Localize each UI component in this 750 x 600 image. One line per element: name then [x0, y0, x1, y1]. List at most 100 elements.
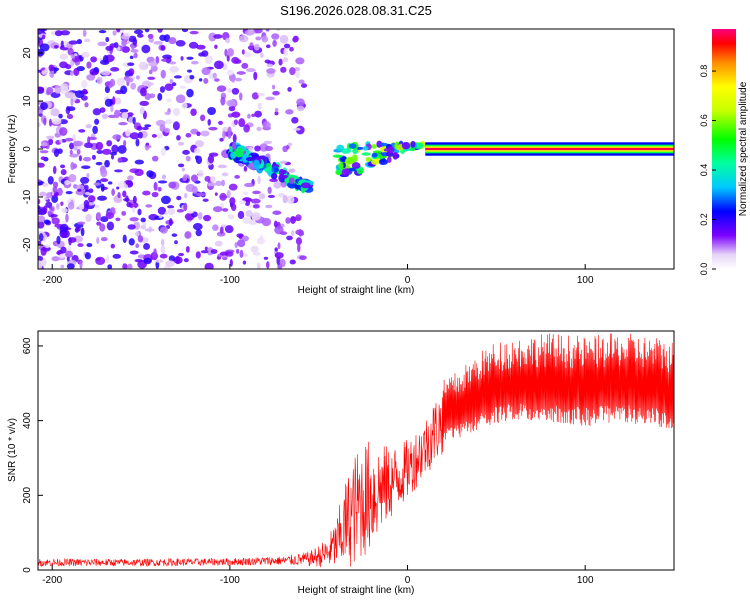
heatmap-noise-cell [238, 35, 249, 43]
heatmap-noise-cell [123, 139, 127, 147]
heatmap-noise-cell [122, 190, 127, 198]
heatmap-noise-cell [184, 231, 191, 239]
heatmap-noise-cell [59, 119, 68, 125]
heatmap-noise-cell [94, 204, 100, 209]
heatmap-noise-cell [110, 67, 120, 72]
heatmap-noise-cell [161, 174, 167, 180]
heatmap-noise-cell [67, 47, 74, 56]
heatmap-noise-cell [151, 134, 157, 138]
heatmap-noise-cell [82, 156, 92, 162]
heatmap-noise-cell [60, 246, 67, 254]
heatmap-noise-cell [53, 44, 59, 49]
heatmap-noise-cell [267, 186, 272, 194]
heatmap-noise-cell [99, 223, 106, 232]
heatmap-noise-cell [47, 210, 53, 216]
heatmap-noise-cell [40, 156, 46, 161]
heatmap-noise-cell [239, 249, 244, 258]
heatmap-noise-cell [135, 138, 140, 147]
spectrogram-y-label: Frequency (Hz) [7, 115, 18, 184]
heatmap-noise-cell [279, 160, 288, 164]
heatmap-noise-cell [130, 82, 137, 90]
heatmap-noise-cell [146, 170, 154, 178]
heatmap-noise-cell [100, 183, 105, 192]
heatmap-noise-cell [121, 112, 129, 120]
heatmap-noise-cell [57, 148, 63, 154]
heatmap-noise-cell [257, 92, 265, 96]
heatmap-noise-cell [143, 243, 151, 250]
heatmap-noise-cell [127, 62, 135, 67]
heatmap-noise-cell [153, 181, 158, 191]
heatmap-noise-cell [42, 182, 49, 188]
heatmap-noise-cell [278, 58, 283, 66]
heatmap-chirp-cell [245, 156, 255, 162]
heatmap-noise-cell [212, 72, 217, 79]
heatmap-noise-cell [224, 251, 234, 257]
heatmap-noise-cell [177, 141, 185, 146]
heatmap-noise-cell [186, 56, 194, 60]
heatmap-noise-cell [106, 140, 113, 147]
heatmap-noise-cell [72, 140, 83, 147]
heatmap-noise-cell [231, 87, 240, 95]
heatmap-noise-cell [54, 85, 62, 94]
heatmap-noise-cell [134, 168, 144, 177]
heatmap-noise-cell [160, 245, 166, 254]
heatmap-carrier-band-3 [425, 147, 674, 151]
heatmap-noise-cell [69, 142, 74, 150]
heatmap-noise-cell [168, 218, 173, 227]
heatmap-mode-cell [392, 151, 398, 160]
heatmap-noise-cell [282, 57, 289, 63]
heatmap-noise-cell [226, 47, 234, 57]
heatmap-noise-cell [78, 203, 85, 210]
heatmap-mode-cell [362, 146, 369, 151]
heatmap-noise-cell [105, 254, 110, 264]
heatmap-noise-cell [228, 105, 236, 112]
heatmap-noise-cell [233, 119, 238, 126]
heatmap-noise-cell [38, 39, 41, 44]
heatmap-noise-cell [286, 144, 290, 150]
heatmap-noise-cell [110, 243, 115, 249]
heatmap-noise-cell [137, 235, 144, 243]
heatmap-noise-cell [125, 129, 131, 137]
heatmap-chirp-cell [270, 172, 278, 180]
heatmap-noise-cell [184, 192, 188, 199]
heatmap-noise-cell [251, 113, 256, 118]
heatmap-noise-cell [38, 215, 46, 223]
y-tick-label: 20 [22, 47, 33, 59]
heatmap-noise-cell [185, 133, 192, 138]
heatmap-noise-cell [67, 201, 75, 210]
heatmap-noise-cell [110, 151, 117, 156]
heatmap-noise-cell [135, 243, 140, 249]
heatmap-noise-cell [254, 110, 262, 118]
y-tick-label: -10 [22, 189, 33, 204]
heatmap-noise-cell [241, 62, 249, 69]
heatmap-noise-cell [105, 36, 110, 43]
heatmap-noise-cell [127, 175, 134, 181]
heatmap-noise-cell [189, 30, 199, 35]
heatmap-noise-cell [85, 213, 92, 222]
heatmap-noise-cell [112, 253, 121, 259]
heatmap-noise-cell [59, 223, 69, 232]
heatmap-noise-cell [272, 39, 277, 47]
heatmap-chirp-cell [232, 141, 237, 151]
heatmap-noise-cell [133, 29, 144, 35]
heatmap-noise-cell [92, 108, 102, 116]
heatmap-noise-cell [65, 213, 69, 223]
heatmap-noise-cell [203, 214, 212, 222]
heatmap-noise-cell [159, 34, 167, 41]
heatmap-noise-cell [251, 211, 261, 221]
heatmap-noise-cell [212, 224, 219, 231]
heatmap-noise-cell [47, 175, 54, 185]
heatmap-noise-cell [265, 44, 271, 49]
heatmap-noise-cell [125, 77, 134, 83]
heatmap-mode-cell [336, 144, 345, 152]
heatmap-noise-cell [86, 61, 92, 69]
heatmap-noise-cell [194, 147, 201, 154]
heatmap-noise-cell [128, 68, 135, 76]
heatmap-noise-cell [161, 238, 165, 246]
heatmap-noise-cell [274, 247, 278, 252]
heatmap-noise-cell [201, 50, 209, 57]
heatmap-noise-cell [182, 149, 190, 155]
heatmap-noise-cell [164, 83, 174, 91]
heatmap-noise-cell [137, 33, 144, 38]
heatmap-noise-cell [168, 37, 177, 45]
